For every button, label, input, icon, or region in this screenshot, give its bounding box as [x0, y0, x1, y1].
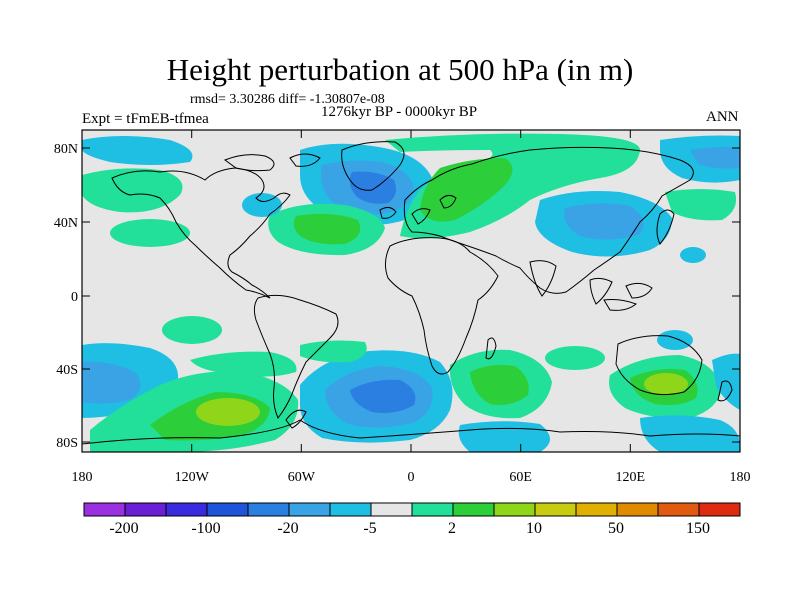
- axis-ticks: [81, 130, 741, 452]
- contour-ne-arctic-low-core: [690, 146, 740, 169]
- contour-arctic-low: [82, 136, 193, 165]
- lon-label-60e: 60E: [509, 470, 532, 485]
- season-label: ANN: [706, 109, 739, 125]
- colorbar-swatch: [575, 502, 618, 517]
- coast-antarctica: [82, 419, 740, 445]
- period-label: 1276kyr BP - 0000kyr BP: [321, 104, 478, 120]
- contour-australia-high-peak: [644, 373, 688, 395]
- contour-pacific-high-small: [110, 219, 190, 247]
- map-title: Height perturbation at 500 hPa (in m): [166, 52, 634, 87]
- coast-southeast-asia: [589, 277, 653, 311]
- colorbar-swatch: [206, 502, 249, 517]
- colorbar-swatch: [698, 502, 741, 517]
- lat-label-40n: 40N: [54, 216, 78, 231]
- coast-japan: [656, 209, 675, 245]
- colorbar-swatch: [124, 502, 167, 517]
- contour-pacific-low-small: [680, 247, 706, 263]
- colorbar-swatch: [83, 502, 126, 517]
- lon-label-180e: 180: [730, 470, 751, 485]
- contour-south-atlantic-low-inner: [350, 379, 416, 414]
- lon-label-120w: 120W: [175, 470, 210, 485]
- contour-indian-ocean-low-small: [657, 330, 693, 350]
- colorbar-swatch: [329, 502, 372, 517]
- colorbar-label-10: 10: [526, 520, 542, 537]
- colorbar-swatch: [493, 502, 536, 517]
- lat-label-80n: 80N: [54, 142, 78, 157]
- colorbar-swatch: [616, 502, 659, 517]
- coast-africa: [384, 237, 499, 375]
- contour-sw-indian-high: [545, 346, 605, 370]
- contour-north-america-high-core: [293, 213, 361, 245]
- lon-label-180w: 180: [72, 470, 93, 485]
- colorbar-swatch: [288, 502, 331, 517]
- coast-canadian-arctic: [223, 153, 321, 172]
- colorbar-label-150: 150: [686, 520, 710, 537]
- colorbar-swatch: [370, 502, 413, 517]
- colorbar-label-50: 50: [608, 520, 624, 537]
- contour-south-pacific-low-core: [82, 361, 141, 404]
- lat-label-40s: 40S: [56, 363, 78, 378]
- contour-south-pacific-high-small: [162, 316, 222, 344]
- contour-north-pacific-high: [82, 168, 183, 213]
- stats-line: rmsd= 3.30286 diff= -1.30807e-08: [190, 92, 385, 107]
- contour-indian-ocean-high-core: [470, 364, 529, 405]
- field-layer: [82, 130, 740, 452]
- lat-label-0: 0: [71, 290, 78, 305]
- colorbar-swatch: [247, 502, 290, 517]
- colorbar-swatch: [657, 502, 700, 517]
- coast-australia: [615, 335, 703, 396]
- contour-se-pacific-high: [190, 351, 297, 377]
- contour-se-pacific-low-right: [712, 353, 740, 410]
- coast-eurasia: [403, 146, 694, 294]
- coast-antarctic-peninsula: [285, 409, 307, 429]
- coast-new-zealand: [717, 380, 733, 402]
- lon-label-0: 0: [408, 470, 415, 485]
- colorbar-label-neg100: -100: [191, 520, 220, 537]
- contour-asia-low-core: [564, 203, 644, 240]
- colorbar-swatch: [534, 502, 577, 517]
- colorbar-label-neg20: -20: [277, 520, 298, 537]
- lat-label-80s: 80S: [56, 436, 78, 451]
- experiment-label: Expt = tFmEB-tfmea: [82, 111, 209, 127]
- coast-india: [529, 260, 557, 297]
- coast-madagascar: [485, 337, 497, 360]
- coast-greenland: [341, 141, 405, 191]
- lon-label-120e: 120E: [616, 470, 646, 485]
- colorbar-swatch: [411, 502, 454, 517]
- contour-drake-high: [300, 340, 367, 363]
- contour-north-atlantic-low-inner: [349, 171, 396, 204]
- coast-south-america: [253, 294, 339, 419]
- colorbar-label-neg200: -200: [109, 520, 138, 537]
- colorbar: [83, 502, 741, 517]
- coastlines: [82, 141, 740, 445]
- colorbar-label-neg5: -5: [363, 520, 376, 537]
- contour-south-pacific-high-peak: [196, 398, 260, 426]
- colorbar-label-2: 2: [448, 520, 456, 537]
- contour-ne-pacific-high: [665, 189, 737, 221]
- contour-antarctic-low: [458, 421, 550, 452]
- colorbar-swatch: [165, 502, 208, 517]
- coast-europe-detail: [379, 194, 457, 225]
- colorbar-swatch: [452, 502, 495, 517]
- lon-label-60w: 60W: [288, 470, 316, 485]
